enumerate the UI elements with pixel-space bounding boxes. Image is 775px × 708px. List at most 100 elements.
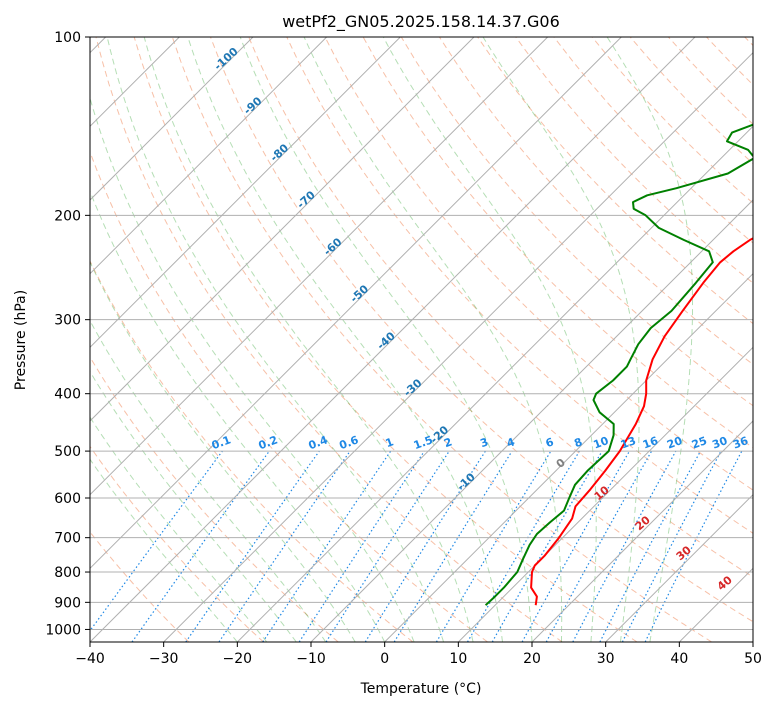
moist-adiabat [606, 37, 693, 642]
mixing-ratio-lines [90, 450, 743, 642]
moist-adiabat [90, 319, 327, 642]
moist-adiabat [90, 370, 297, 642]
y-tick-label: 200 [54, 208, 81, 224]
dry-adiabat [133, 37, 638, 642]
y-tick-label: 300 [54, 313, 81, 329]
dry-adiabat [90, 259, 414, 642]
y-tick-label: 700 [54, 531, 81, 547]
mixing-ratio-line [90, 450, 223, 632]
mixing-ratio-label: 1 [384, 435, 396, 450]
isotherm-line [90, 37, 549, 496]
moist-adiabat [382, 37, 597, 642]
y-tick-label: 900 [54, 595, 81, 611]
x-tick-label: −40 [75, 651, 105, 667]
moist-adiabat [90, 458, 238, 642]
dry-adiabat [286, 37, 753, 534]
moist-adiabats [90, 37, 693, 642]
mixing-ratio-line [393, 450, 513, 642]
mixing-ratio-line [298, 450, 425, 642]
mixing-ratio-line [521, 450, 631, 642]
isotherm-line [90, 37, 254, 201]
dry-adiabat [90, 356, 339, 642]
axes: −40 −30 −20 −10 0 10 20 30 40 5010020030040050060… [45, 30, 762, 667]
mixing-ratio-label: 25 [690, 434, 709, 451]
dry-adiabat [90, 445, 264, 642]
mixing-ratio-line [131, 450, 270, 642]
mixing-ratio-label: 6 [544, 435, 556, 450]
isotherm-line [531, 420, 753, 642]
y-axis-label: Pressure (hPa) [13, 290, 29, 390]
mixing-ratio-label: 3 [478, 435, 490, 450]
moist-adiabat [90, 189, 386, 642]
moist-adiabat [90, 416, 268, 642]
x-tick-label: −30 [149, 651, 179, 667]
mixing-ratio-line [644, 450, 743, 642]
isotherm-line [236, 125, 753, 642]
moist-adiabat [187, 37, 503, 642]
dry-adiabats [90, 37, 753, 642]
dewpoint-profile-line [484, 123, 753, 606]
x-tick-label: 10 [449, 651, 467, 667]
mixing-ratio-label: 36 [731, 434, 750, 452]
profile-series [484, 123, 753, 606]
x-tick-label: 20 [523, 651, 541, 667]
mixing-ratio-line [218, 450, 351, 642]
temperature-profile-line [530, 237, 753, 606]
mixing-ratio-label: 16 [641, 434, 660, 452]
isotherm-line [457, 346, 753, 642]
isotherm-line [90, 37, 401, 349]
mixing-ratio-label: 0.1 [210, 433, 233, 452]
isotherm-line [90, 37, 475, 422]
isotherm-line [90, 37, 622, 570]
y-tick-label: 400 [54, 387, 81, 403]
moist-adiabat [482, 37, 640, 642]
isotherm-line [605, 493, 753, 642]
dry-adiabat [210, 37, 753, 623]
isotherm-line [310, 199, 753, 642]
mixing-ratio-label: 1.5 [412, 433, 435, 452]
y-tick-label: 500 [54, 444, 81, 460]
mixing-ratio-label: 0.2 [257, 433, 280, 452]
mixing-ratio-label: 4 [505, 435, 517, 450]
mixing-ratio-label: 13 [619, 434, 638, 451]
x-tick-label: 0 [380, 651, 389, 667]
y-tick-label: 1000 [45, 622, 81, 638]
moist-adiabat [239, 37, 533, 642]
isotherm-line [384, 272, 753, 642]
mixing-ratio-label: 30 [710, 434, 729, 452]
mixing-ratio-line [545, 450, 653, 642]
dry-adiabat [248, 37, 753, 578]
x-tick-label: 50 [744, 651, 762, 667]
mixing-ratio-line [572, 450, 677, 642]
moist-adiabat [143, 37, 474, 642]
y-tick-label: 800 [54, 565, 81, 581]
x-axis-label: Temperature (°C) [360, 681, 482, 697]
isotherms [90, 37, 753, 642]
y-tick-label: 600 [54, 491, 81, 507]
mixing-ratio-label: 0.6 [338, 433, 361, 452]
dry-adiabat [515, 37, 753, 284]
mixing-ratio-label: 20 [665, 434, 684, 452]
mixing-ratio-line [325, 450, 450, 642]
mixing-ratio-label: 0.4 [307, 433, 330, 452]
mixing-ratio-label: 10 [592, 434, 611, 452]
mixing-ratio-line [185, 450, 320, 642]
dry-adiabat [171, 37, 712, 642]
x-tick-label: −10 [296, 651, 326, 667]
chart-title: wetPf2_GN05.2025.158.14.37.G06 [282, 12, 560, 32]
moist-adiabat [90, 260, 356, 642]
y-tick-label: 100 [54, 30, 81, 46]
isotherm-line [163, 51, 753, 642]
plot-area: -100-90-80-70-60-50-40-30-20-100.1 0.2 0.4… [90, 37, 753, 642]
moist-adiabat [90, 96, 415, 642]
dry-adiabat [95, 37, 563, 642]
moist-adiabat [303, 37, 563, 642]
mixing-ratio-label: 2 [442, 435, 454, 450]
dry-adiabat [324, 37, 753, 491]
x-tick-label: 30 [597, 651, 615, 667]
isotherm-line [90, 37, 696, 642]
mixing-ratio-label: 8 [572, 435, 584, 450]
pressure-gridlines [90, 37, 753, 630]
